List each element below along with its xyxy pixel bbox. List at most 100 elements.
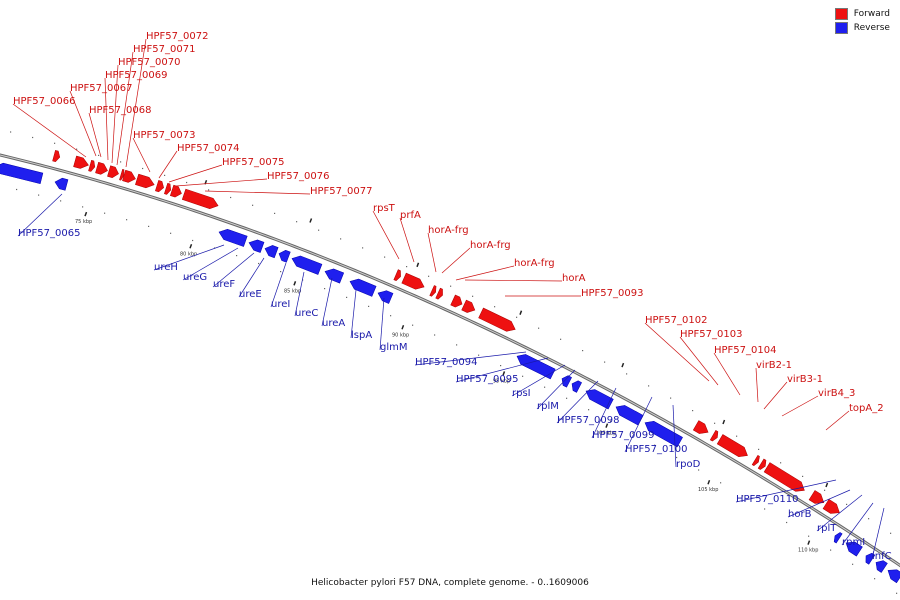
track-dot <box>230 196 232 199</box>
forward-gene <box>164 182 172 195</box>
forward-gene <box>52 150 61 163</box>
forward-gene-label: HPF57_0067 <box>70 83 132 94</box>
scale-tick <box>707 479 711 485</box>
reverse-gene <box>833 532 843 544</box>
reverse-gene <box>54 177 69 191</box>
track-dot <box>98 154 100 156</box>
track-dot <box>544 386 546 388</box>
reverse-gene <box>571 380 582 393</box>
reverse-gene-label-leader <box>556 380 599 424</box>
forward-gene-label: HPF57_0072 <box>146 31 208 42</box>
track-dot <box>824 489 826 491</box>
forward-gene <box>751 454 760 467</box>
track-dot <box>296 221 298 223</box>
track-dot <box>10 131 12 133</box>
scale-tick <box>293 281 297 286</box>
forward-gene <box>429 285 437 297</box>
reverse-gene-label: HPF57_0110 <box>736 494 798 505</box>
track-dot <box>208 189 210 191</box>
reverse-gene-label-leader <box>787 489 851 518</box>
scale-tick-label: 95 kbp <box>493 378 510 384</box>
track-dot <box>516 316 518 318</box>
forward-gene-label-leader <box>464 279 563 282</box>
reverse-gene-label-leader <box>735 479 837 503</box>
scale-tick <box>605 423 609 428</box>
reverse-gene-label-leader <box>321 277 333 327</box>
forward-gene <box>169 184 182 198</box>
forward-gene-label-leader <box>455 265 515 281</box>
reverse-gene-label: ureG <box>183 272 207 283</box>
track-dot <box>60 200 62 202</box>
track-dot <box>32 136 34 139</box>
track-dot <box>500 365 502 367</box>
track-dot <box>604 361 606 363</box>
reverse-gene <box>585 389 614 410</box>
forward-gene-label-leader <box>12 103 87 158</box>
forward-gene-label: HPF57_0075 <box>222 157 284 168</box>
forward-gene <box>393 269 401 282</box>
track-dot <box>698 469 700 471</box>
forward-gene-label: HPF57_0077 <box>310 186 372 197</box>
forward-gene-label-leader <box>111 64 119 164</box>
reverse-gene-label-leader <box>294 271 305 317</box>
forward-gene-label: topA_2 <box>849 403 884 414</box>
track-dot <box>648 385 650 387</box>
forward-gene <box>478 307 516 332</box>
track-dot <box>764 508 766 510</box>
forward-gene-label: HPF57_0066 <box>13 96 75 107</box>
reverse-gene <box>875 560 888 573</box>
forward-gene <box>822 499 840 514</box>
track-dot <box>874 578 876 580</box>
reverse-gene <box>845 541 863 557</box>
track-dot <box>76 148 78 150</box>
forward-gene <box>107 165 119 178</box>
reverse-gene-label: ureA <box>322 318 345 329</box>
track-dot <box>164 174 166 176</box>
track-dot <box>560 338 562 340</box>
track-dot <box>692 410 694 412</box>
reverse-gene <box>264 245 279 259</box>
track-dot <box>582 350 584 352</box>
forward-gene-label-leader <box>679 336 719 386</box>
reverse-gene-label-leader <box>455 357 549 383</box>
forward-gene <box>155 180 164 193</box>
track-dot <box>38 194 40 196</box>
forward-gene-label-leader <box>125 38 147 168</box>
track-dot <box>252 204 254 206</box>
forward-gene-label-leader <box>825 410 850 431</box>
forward-gene <box>181 188 219 210</box>
forward-gene <box>763 462 805 492</box>
forward-gene-label: HPF57_0103 <box>680 329 742 340</box>
reverse-gene-label: ureF <box>213 279 235 290</box>
forward-gene-label: horA <box>562 273 586 284</box>
reverse-gene-label-leader <box>591 387 617 439</box>
scale-tick-label: 100 kbp <box>596 431 616 437</box>
forward-gene-label: horA-frg <box>514 258 555 269</box>
track-dot <box>736 435 738 437</box>
reverse-gene-label-leader <box>238 257 265 298</box>
reverse-gene-label-leader <box>153 244 225 271</box>
track-dot <box>54 142 56 144</box>
track-dot <box>714 422 716 424</box>
reverse-gene <box>291 255 323 275</box>
legend-forward: Forward <box>834 8 890 20</box>
track-dot <box>478 354 480 356</box>
forward-gene <box>135 173 155 189</box>
reverse-gene <box>516 354 556 380</box>
forward-gene-label: HPF57_0104 <box>714 345 776 356</box>
forward-gene-label-leader <box>755 367 759 403</box>
track-dot <box>82 206 84 208</box>
forward-gene-label-leader <box>441 247 471 274</box>
forward-gene-label-leader <box>763 381 788 410</box>
scale-tick <box>722 419 726 425</box>
forward-gene <box>73 155 89 169</box>
track-dot <box>786 521 788 524</box>
reverse-swatch <box>834 22 848 34</box>
forward-gene-label: horA-frg <box>470 240 511 251</box>
reverse-gene <box>887 569 900 584</box>
reverse-gene-label: rplT <box>817 523 837 534</box>
forward-gene-label-leader <box>158 150 178 179</box>
reverse-gene-label: HPF57_0094 <box>415 357 477 368</box>
track-dot <box>742 495 744 497</box>
